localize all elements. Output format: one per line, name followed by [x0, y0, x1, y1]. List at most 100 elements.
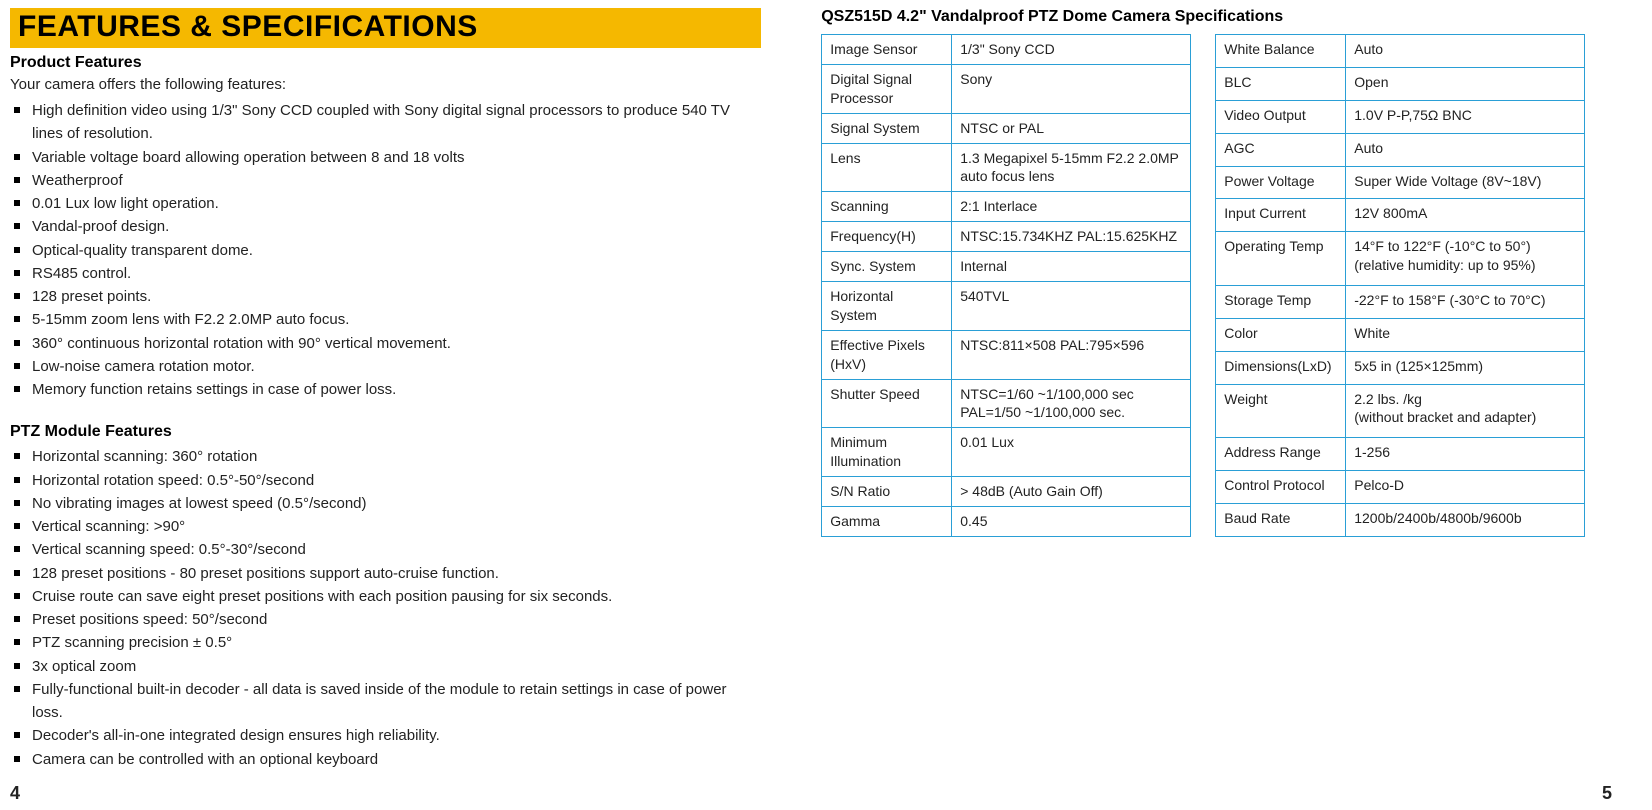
spec-label: Minimum Illumination [822, 428, 952, 477]
list-item: Vandal-proof design. [14, 215, 761, 238]
table-row: Signal SystemNTSC or PAL [822, 113, 1191, 143]
table-row: Dimensions(LxD)5x5 in (125×125mm) [1216, 351, 1585, 384]
table-row: Gamma0.45 [822, 507, 1191, 537]
banner: FEATURES & SPECIFICATIONS [10, 8, 761, 48]
table-row: Shutter SpeedNTSC=1/60 ~1/100,000 sec PA… [822, 379, 1191, 428]
table-row: Baud Rate1200b/2400b/4800b/9600b [1216, 503, 1585, 536]
spec-value: 12V 800mA [1346, 199, 1585, 232]
list-item: Vertical scanning: >90° [14, 515, 761, 538]
spec-value: -22°F to 158°F (-30°C to 70°C) [1346, 285, 1585, 318]
list-item: Horizontal rotation speed: 0.5°-50°/seco… [14, 469, 761, 492]
table-row: Frequency(H)NTSC:15.734KHZ PAL:15.625KHZ [822, 222, 1191, 252]
spec-table-left: Image Sensor1/3" Sony CCDDigital Signal … [821, 34, 1191, 537]
spec-label: AGC [1216, 133, 1346, 166]
spec-value: 14°F to 122°F (-10°C to 50°) (relative h… [1346, 232, 1585, 286]
spec-value: > 48dB (Auto Gain Off) [952, 477, 1191, 507]
spec-label: BLC [1216, 67, 1346, 100]
table-row: Image Sensor1/3" Sony CCD [822, 35, 1191, 65]
list-item: PTZ scanning precision ± 0.5° [14, 631, 761, 654]
table-row: Sync. SystemInternal [822, 252, 1191, 282]
table-row: Power VoltageSuper Wide Voltage (8V~18V) [1216, 166, 1585, 199]
spec-label: Operating Temp [1216, 232, 1346, 286]
spec-value: Internal [952, 252, 1191, 282]
table-row: Weight2.2 lbs. /kg (without bracket and … [1216, 384, 1585, 438]
table-row: Scanning2:1 Interlace [822, 192, 1191, 222]
right-column: QSZ515D 4.2" Vandalproof PTZ Dome Camera… [821, 8, 1612, 771]
table-row: Lens1.3 Megapixel 5-15mm F2.2 2.0MP auto… [822, 143, 1191, 192]
spec-label: Input Current [1216, 199, 1346, 232]
table-row: Video Output1.0V P-P,75Ω BNC [1216, 100, 1585, 133]
list-item: Vertical scanning speed: 0.5°-30°/second [14, 538, 761, 561]
list-item: RS485 control. [14, 262, 761, 285]
spec-value: 1/3" Sony CCD [952, 35, 1191, 65]
spec-value: 5x5 in (125×125mm) [1346, 351, 1585, 384]
table-row: Horizontal System540TVL [822, 282, 1191, 331]
list-item: 3x optical zoom [14, 655, 761, 678]
spec-value: Pelco-D [1346, 471, 1585, 504]
spec-value: 2:1 Interlace [952, 192, 1191, 222]
list-item: Variable voltage board allowing operatio… [14, 146, 761, 169]
spec-value: White [1346, 318, 1585, 351]
spec-label: White Balance [1216, 35, 1346, 68]
spec-title: QSZ515D 4.2" Vandalproof PTZ Dome Camera… [821, 8, 1612, 26]
table-row: S/N Ratio> 48dB (Auto Gain Off) [822, 477, 1191, 507]
spec-label: Scanning [822, 192, 952, 222]
spec-label: Frequency(H) [822, 222, 952, 252]
list-item: Decoder's all-in-one integrated design e… [14, 724, 761, 747]
table-row: Address Range1-256 [1216, 438, 1585, 471]
spec-table-right: White BalanceAutoBLCOpenVideo Output1.0V… [1215, 34, 1585, 537]
table-row: Control ProtocolPelco-D [1216, 471, 1585, 504]
list-item: No vibrating images at lowest speed (0.5… [14, 492, 761, 515]
list-item: 128 preset points. [14, 285, 761, 308]
banner-title: FEATURES & SPECIFICATIONS [18, 10, 753, 44]
list-item: Fully-functional built-in decoder - all … [14, 678, 761, 725]
spec-label: Control Protocol [1216, 471, 1346, 504]
page-number-right: 5 [1602, 783, 1612, 804]
spec-value: Super Wide Voltage (8V~18V) [1346, 166, 1585, 199]
spec-value: Auto [1346, 35, 1585, 68]
spec-label: Power Voltage [1216, 166, 1346, 199]
spec-label: S/N Ratio [822, 477, 952, 507]
spec-value: 1.3 Megapixel 5-15mm F2.2 2.0MP auto foc… [952, 143, 1191, 192]
ptz-heading: PTZ Module Features [10, 423, 761, 441]
spec-value: 2.2 lbs. /kg (without bracket and adapte… [1346, 384, 1585, 438]
left-column: FEATURES & SPECIFICATIONS Product Featur… [10, 8, 761, 771]
spec-value: Open [1346, 67, 1585, 100]
table-row: BLCOpen [1216, 67, 1585, 100]
table-row: White BalanceAuto [1216, 35, 1585, 68]
list-item: Camera can be controlled with an optiona… [14, 748, 761, 771]
table-row: Storage Temp-22°F to 158°F (-30°C to 70°… [1216, 285, 1585, 318]
spec-label: Address Range [1216, 438, 1346, 471]
list-item: Optical-quality transparent dome. [14, 239, 761, 262]
spec-value: 0.45 [952, 507, 1191, 537]
page-columns: FEATURES & SPECIFICATIONS Product Featur… [10, 8, 1612, 771]
ptz-features-list: Horizontal scanning: 360° rotationHorizo… [10, 445, 761, 771]
page-number-left: 4 [10, 783, 20, 804]
spec-label: Video Output [1216, 100, 1346, 133]
product-features-heading: Product Features [10, 54, 761, 72]
spec-label: Lens [822, 143, 952, 192]
list-item: 360° continuous horizontal rotation with… [14, 332, 761, 355]
list-item: Memory function retains settings in case… [14, 378, 761, 401]
spec-tables: Image Sensor1/3" Sony CCDDigital Signal … [821, 34, 1612, 537]
table-row: Digital Signal ProcessorSony [822, 64, 1191, 113]
spec-value: Auto [1346, 133, 1585, 166]
list-item: High definition video using 1/3" Sony CC… [14, 99, 761, 146]
spec-value: 0.01 Lux [952, 428, 1191, 477]
spec-label: Sync. System [822, 252, 952, 282]
spec-label: Shutter Speed [822, 379, 952, 428]
spec-label: Image Sensor [822, 35, 952, 65]
spec-value: NTSC=1/60 ~1/100,000 sec PAL=1/50 ~1/100… [952, 379, 1191, 428]
list-item: Preset positions speed: 50°/second [14, 608, 761, 631]
spec-value: 1.0V P-P,75Ω BNC [1346, 100, 1585, 133]
list-item: 5-15mm zoom lens with F2.2 2.0MP auto fo… [14, 308, 761, 331]
spec-value: Sony [952, 64, 1191, 113]
spec-value: NTSC:811×508 PAL:795×596 [952, 330, 1191, 379]
list-item: Low-noise camera rotation motor. [14, 355, 761, 378]
spec-label: Horizontal System [822, 282, 952, 331]
table-row: Minimum Illumination0.01 Lux [822, 428, 1191, 477]
spec-label: Dimensions(LxD) [1216, 351, 1346, 384]
spec-label: Effective Pixels (HxV) [822, 330, 952, 379]
table-row: Operating Temp14°F to 122°F (-10°C to 50… [1216, 232, 1585, 286]
spec-value: 1200b/2400b/4800b/9600b [1346, 503, 1585, 536]
